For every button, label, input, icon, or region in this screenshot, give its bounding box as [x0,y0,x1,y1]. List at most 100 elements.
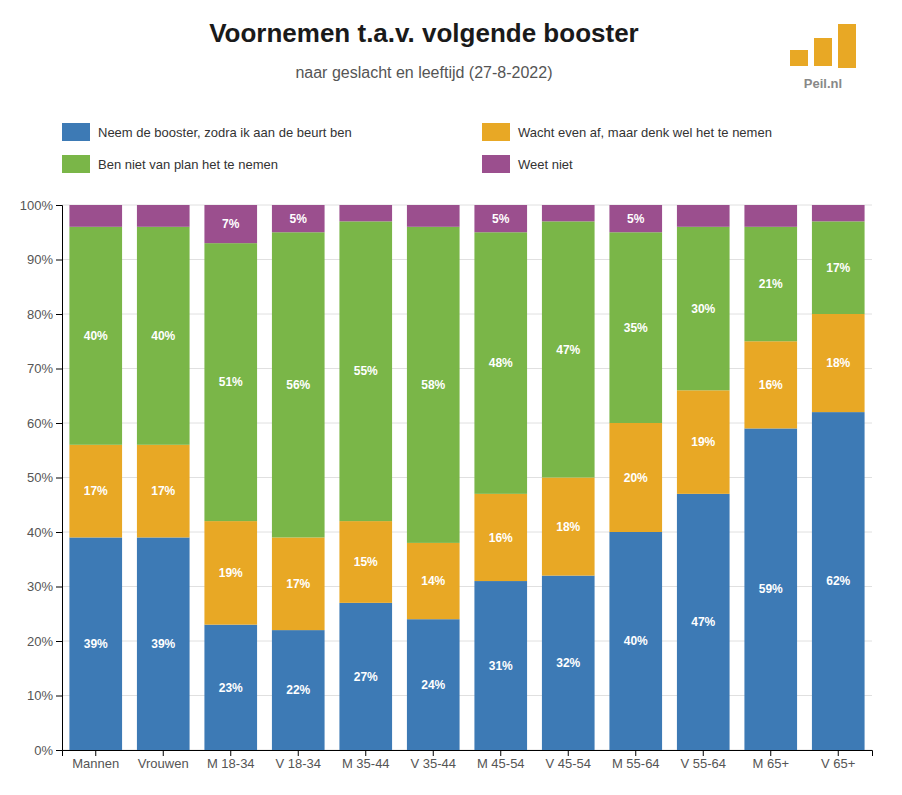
bar [609,205,662,232]
data-label: 40% [624,634,648,648]
y-tick: 30% [27,579,62,594]
tick-label: V 35-44 [410,756,456,771]
data-label: 16% [759,378,783,392]
tick-label: 70% [27,361,53,376]
bar [474,232,527,494]
legend-item: Weet niet [482,155,573,173]
tick-mark [56,205,62,206]
bar [272,537,325,630]
tick-label: 80% [27,307,53,322]
data-label: 5% [492,212,510,226]
bar [339,221,392,521]
data-label: 18% [556,520,580,534]
tick-label: 20% [27,634,53,649]
tick-mark [56,750,62,751]
data-label: 32% [556,656,580,670]
x-tick: V 18-34 [275,750,321,771]
bar [542,221,595,477]
legend-swatch [482,155,510,173]
tick-label: M 65+ [753,756,790,771]
legend-swatch [62,155,90,173]
data-label: 17% [151,484,175,498]
bar [609,232,662,423]
tick-label: 100% [20,198,54,213]
tick-mark [56,532,62,533]
bar [137,445,190,538]
tick-mark [56,423,62,424]
tick-label: V 18-34 [275,756,321,771]
bar [542,205,595,221]
bar [407,227,460,543]
data-label: 55% [354,364,378,378]
bar [744,227,797,341]
y-tick: 0% [34,743,62,758]
tick-mark [298,750,299,756]
data-label: 5% [627,212,645,226]
tick-label: M 18-34 [207,756,255,771]
bar [609,532,662,750]
bar [339,521,392,603]
tick-mark [703,750,704,756]
bar [204,521,257,625]
series [69,412,864,750]
bar [407,543,460,619]
bar [474,581,527,750]
tick-label: 10% [27,688,53,703]
logo-bar [838,24,856,68]
x-tick: V 55-64 [680,750,726,771]
data-label: 62% [826,574,850,588]
x-tick: M 55-64 [612,750,660,771]
bar [542,478,595,576]
tick-label: Vrouwen [138,756,189,771]
data-label: 17% [84,484,108,498]
legend-label: Neem de booster, zodra ik aan de beurt b… [98,125,352,140]
tick-mark [838,750,839,756]
tick-mark [433,750,434,756]
bar [812,314,865,412]
data-label: 35% [624,321,648,335]
tick-label: 0% [34,743,53,758]
series [69,221,864,543]
data-label: 17% [286,577,310,591]
series [69,205,864,243]
bar [474,205,527,232]
bar [677,494,730,750]
x-tick: Mannen [72,750,119,771]
tick-label: V 55-64 [680,756,726,771]
tick-mark [56,478,62,479]
legend-label: Ben niet van plan het te nemen [98,157,278,172]
y-tick: 60% [27,416,62,431]
tick-mark [230,750,231,756]
annotation: Peil.nl [804,76,842,91]
bar [272,232,325,537]
bar [812,221,865,314]
data-label: 17% [826,261,850,275]
legend-swatch [62,123,90,141]
bar [744,341,797,428]
bar [339,205,392,221]
bar [677,227,730,390]
data-label: 40% [151,329,175,343]
x-tick: V 45-54 [545,750,591,771]
tick-label: M 45-54 [477,756,525,771]
bar [69,205,122,227]
x-tick: Vrouwen [138,750,189,771]
data-label: 19% [219,566,243,580]
y-tick: 50% [27,470,62,485]
data-label: 39% [84,637,108,651]
tick-label: V 45-54 [545,756,591,771]
tick-label: Mannen [72,756,119,771]
tick-label: 40% [27,525,53,540]
legend-item: Neem de booster, zodra ik aan de beurt b… [62,123,352,141]
data-label: 40% [84,329,108,343]
logo-bar [790,50,808,66]
y-tick: 100% [20,198,62,213]
bar [542,576,595,750]
legend-swatch [482,123,510,141]
data-label: 30% [691,302,715,316]
legend-item: Ben niet van plan het te nemen [62,155,278,173]
bar [744,205,797,227]
axis-line [56,206,63,751]
bar [204,243,257,521]
bar [812,412,865,750]
